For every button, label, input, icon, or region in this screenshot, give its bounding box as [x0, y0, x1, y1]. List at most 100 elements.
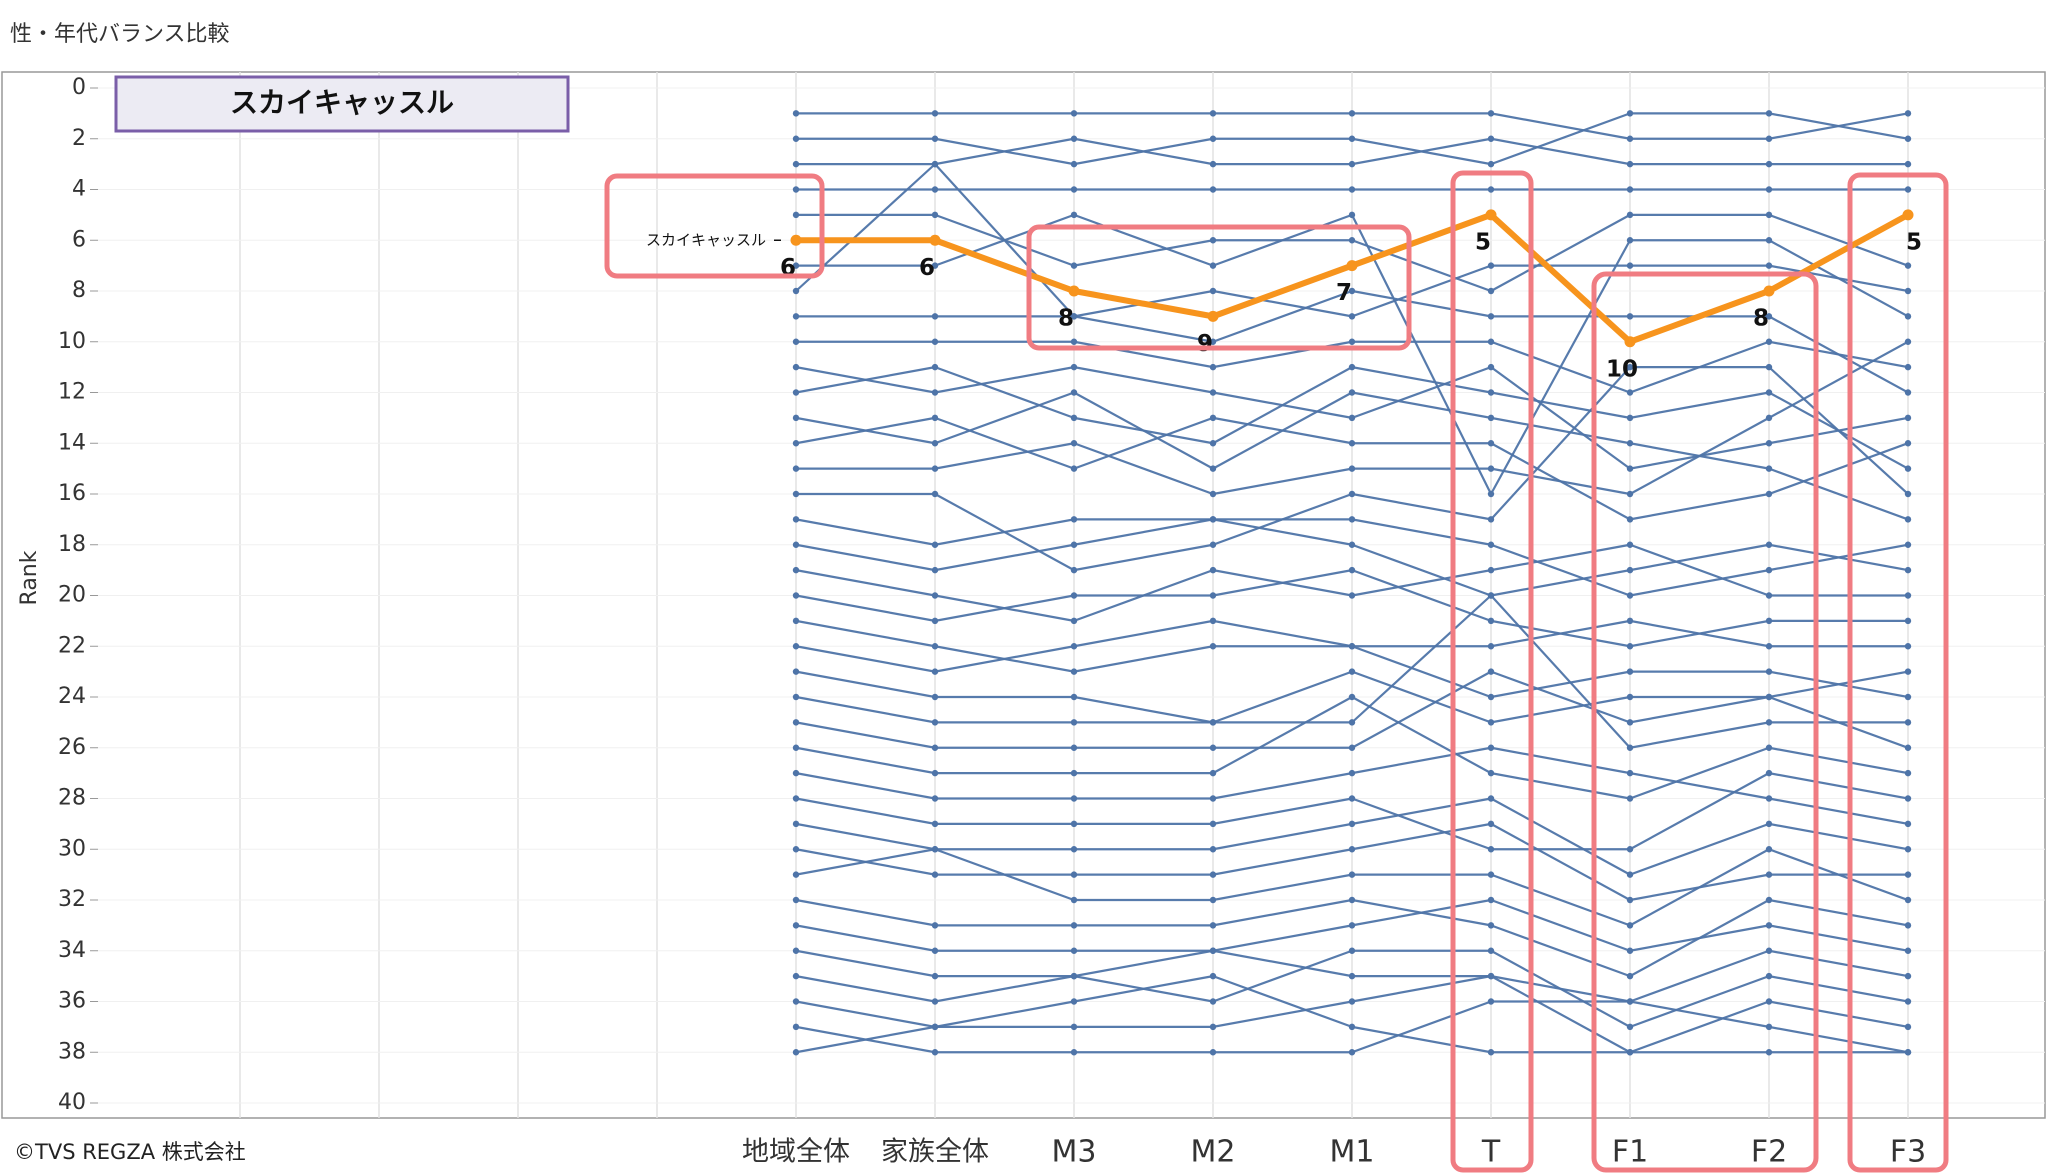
point: [1904, 871, 1912, 878]
point: [1209, 389, 1217, 396]
data-label: 6: [919, 255, 935, 281]
point: [1487, 1049, 1495, 1056]
y-tick-label: 4: [72, 177, 86, 202]
point: [1487, 516, 1495, 523]
highlight-point: [1346, 260, 1358, 272]
x-tick-label: M3: [1052, 1135, 1097, 1170]
point: [1904, 414, 1912, 422]
point: [1626, 135, 1634, 142]
point: [1209, 541, 1217, 548]
point: [931, 363, 939, 371]
point: [1487, 668, 1495, 675]
point: [792, 211, 800, 219]
point: [1348, 465, 1356, 472]
page-title: 性・年代バランス比較: [10, 22, 230, 47]
y-tick-label: 16: [58, 481, 86, 506]
point: [1348, 313, 1356, 320]
point: [1765, 110, 1773, 117]
point: [1348, 643, 1356, 650]
point: [1765, 262, 1773, 269]
series-label: スカイキャッスル: [646, 231, 766, 249]
highlight-point: [929, 234, 941, 246]
point: [1070, 160, 1078, 168]
point: [1209, 820, 1217, 828]
point: [931, 820, 939, 828]
y-tick-label: 14: [58, 430, 86, 455]
point: [1209, 795, 1217, 802]
point: [1904, 516, 1912, 523]
point: [1626, 617, 1634, 625]
point: [1904, 719, 1912, 726]
point: [1070, 820, 1078, 828]
x-tick-label: M2: [1191, 1135, 1236, 1170]
point: [1487, 693, 1495, 701]
data-label: 7: [1336, 280, 1352, 306]
point: [792, 719, 800, 726]
point: [1487, 414, 1495, 422]
point: [1209, 896, 1217, 904]
point: [1348, 922, 1356, 929]
point: [1348, 769, 1356, 777]
point: [1626, 744, 1634, 751]
point: [931, 160, 939, 168]
highlight-point: [1207, 310, 1219, 322]
point: [1348, 719, 1356, 726]
point: [931, 998, 939, 1005]
point: [1209, 1023, 1217, 1031]
point: [1348, 135, 1356, 142]
point: [792, 338, 800, 345]
highlight-point: [1902, 209, 1914, 221]
point: [1626, 440, 1634, 447]
point: [1487, 972, 1495, 980]
point: [1487, 541, 1495, 548]
point: [1070, 922, 1078, 929]
point: [792, 490, 800, 498]
point: [1765, 541, 1773, 548]
point: [931, 846, 939, 853]
point: [1904, 846, 1912, 853]
point: [1209, 262, 1217, 269]
point: [1348, 237, 1356, 244]
point: [931, 389, 939, 396]
point: [1626, 211, 1634, 219]
point: [931, 440, 939, 447]
data-label: 10: [1606, 356, 1638, 382]
point: [1209, 516, 1217, 523]
point: [1626, 186, 1634, 193]
point: [1487, 592, 1495, 599]
point: [792, 1049, 800, 1056]
point: [931, 693, 939, 701]
point: [1904, 693, 1912, 701]
point: [1765, 440, 1773, 447]
point: [1765, 465, 1773, 472]
point: [1209, 490, 1217, 498]
x-tick-label: 家族全体: [881, 1137, 989, 1168]
y-tick-label: 0: [72, 75, 86, 100]
point: [1070, 313, 1078, 320]
point: [1626, 160, 1634, 168]
point: [1904, 592, 1912, 599]
point: [1626, 719, 1634, 726]
point: [1765, 846, 1773, 853]
point: [1209, 414, 1217, 422]
point: [1070, 186, 1078, 193]
point: [792, 1023, 800, 1031]
point: [931, 541, 939, 548]
point: [1348, 1049, 1356, 1056]
y-tick-label: 24: [58, 684, 86, 709]
highlight-boxes: [604, 170, 1949, 1173]
highlight-point: [1763, 285, 1775, 297]
point: [1904, 566, 1912, 574]
data-label: 5: [1475, 229, 1491, 255]
point: [931, 338, 939, 345]
point: [1904, 389, 1912, 396]
point: [792, 668, 800, 675]
point: [1765, 363, 1773, 371]
point: [1348, 338, 1356, 345]
point: [1070, 972, 1078, 980]
point: [792, 871, 800, 878]
point: [792, 566, 800, 574]
point: [1904, 160, 1912, 168]
point: [1487, 947, 1495, 954]
